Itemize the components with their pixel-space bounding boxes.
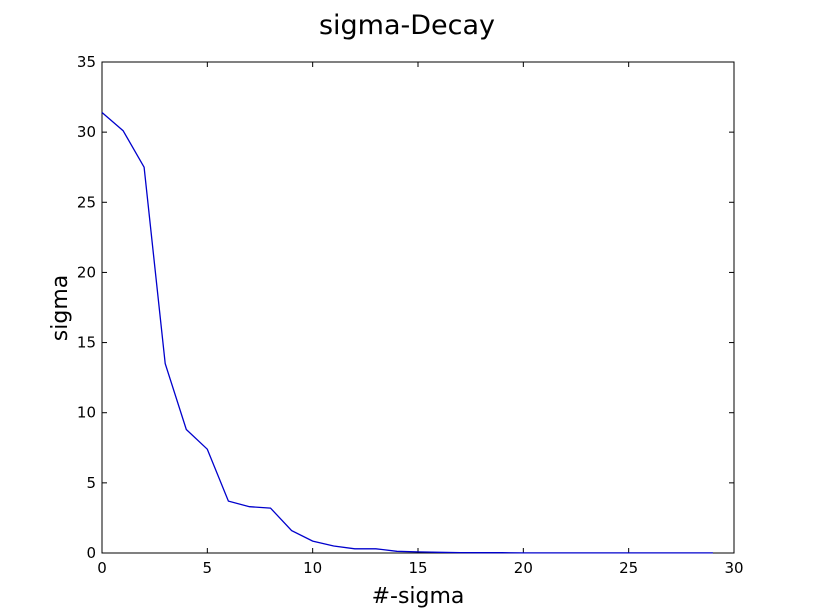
y-tick-label: 0 <box>86 544 96 562</box>
y-tick-label: 5 <box>86 474 96 492</box>
y-tick-label: 20 <box>77 263 96 281</box>
y-tick-label: 30 <box>77 123 96 141</box>
plot-frame <box>101 61 735 554</box>
x-tick-label: 25 <box>619 559 638 577</box>
y-tick-label: 10 <box>77 404 96 422</box>
chart-title: sigma-Decay <box>319 10 495 41</box>
x-tick-label: 20 <box>514 559 533 577</box>
x-axis-label: #-sigma <box>372 584 465 609</box>
x-tick-label: 15 <box>408 559 427 577</box>
y-axis-label: sigma <box>48 275 73 341</box>
y-tick-label: 15 <box>77 334 96 352</box>
y-axis-ticks: 0 5 10 15 20 25 30 35 <box>77 53 734 562</box>
x-axis-ticks: 0 5 10 15 20 25 30 <box>97 62 744 577</box>
y-tick-label: 25 <box>77 193 96 211</box>
x-tick-label: 5 <box>203 559 213 577</box>
y-tick-label: 35 <box>77 53 96 71</box>
series-line-0 <box>101 112 713 554</box>
x-tick-label: 30 <box>724 559 743 577</box>
series-group <box>101 112 713 554</box>
x-tick-label: 10 <box>303 559 322 577</box>
x-tick-label: 0 <box>97 559 107 577</box>
